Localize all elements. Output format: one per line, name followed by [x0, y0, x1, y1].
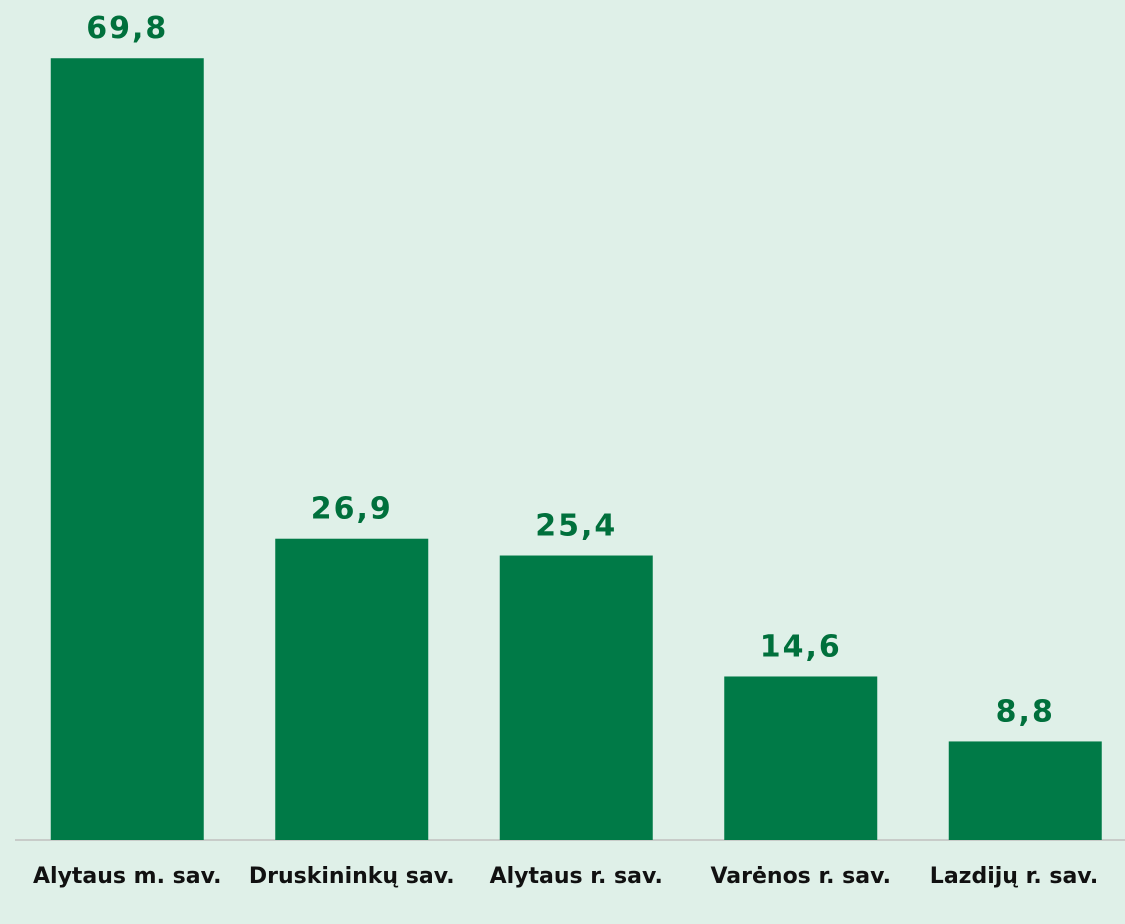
bar: [948, 741, 1102, 840]
bar: [499, 555, 653, 840]
bar: [275, 538, 429, 840]
value-label: 25,4: [535, 509, 617, 544]
value-label: 8,8: [996, 694, 1055, 729]
value-label: 26,9: [311, 492, 393, 527]
bar: [50, 58, 204, 841]
value-label: 14,6: [760, 629, 842, 664]
value-label: 69,8: [86, 11, 168, 46]
x-tick-label: Alytaus r. sav.: [489, 864, 663, 889]
x-tick-label: Druskininkų sav.: [248, 864, 455, 889]
x-tick-label: Alytaus m. sav.: [33, 864, 222, 889]
x-tick-label: Lazdijų r. sav.: [929, 864, 1099, 889]
bar: [724, 676, 878, 840]
x-tick-label: Varėnos r. sav.: [710, 864, 892, 889]
